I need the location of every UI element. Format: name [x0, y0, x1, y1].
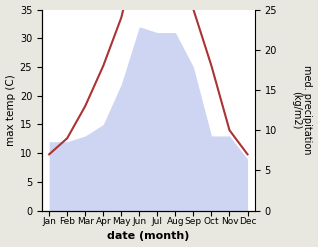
Y-axis label: max temp (C): max temp (C)	[5, 74, 16, 146]
Y-axis label: med. precipitation
(kg/m2): med. precipitation (kg/m2)	[291, 65, 313, 155]
X-axis label: date (month): date (month)	[107, 231, 190, 242]
